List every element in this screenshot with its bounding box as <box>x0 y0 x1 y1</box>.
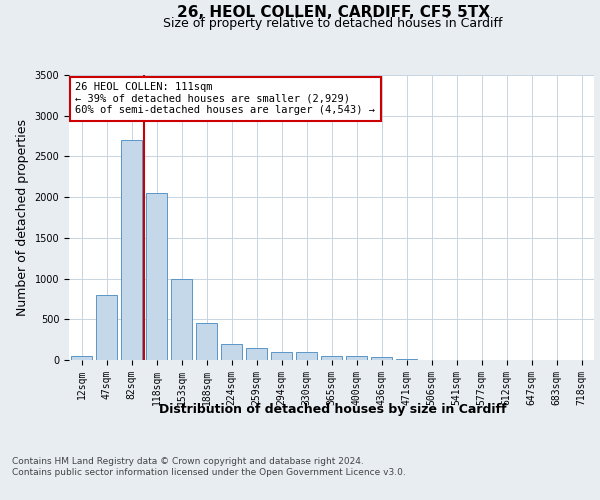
Bar <box>296 352 317 360</box>
Bar <box>396 359 417 360</box>
Bar <box>171 278 192 360</box>
Bar <box>246 348 267 360</box>
Text: Contains HM Land Registry data © Crown copyright and database right 2024.
Contai: Contains HM Land Registry data © Crown c… <box>12 458 406 477</box>
Text: Distribution of detached houses by size in Cardiff: Distribution of detached houses by size … <box>159 402 507 415</box>
Bar <box>221 344 242 360</box>
Bar <box>321 356 342 360</box>
Bar <box>71 356 92 360</box>
Text: 26, HEOL COLLEN, CARDIFF, CF5 5TX: 26, HEOL COLLEN, CARDIFF, CF5 5TX <box>176 5 490 20</box>
Bar <box>146 193 167 360</box>
Y-axis label: Number of detached properties: Number of detached properties <box>16 119 29 316</box>
Bar <box>196 324 217 360</box>
Bar <box>271 352 292 360</box>
Bar <box>371 356 392 360</box>
Bar <box>346 356 367 360</box>
Text: Size of property relative to detached houses in Cardiff: Size of property relative to detached ho… <box>163 18 503 30</box>
Bar <box>96 295 117 360</box>
Text: 26 HEOL COLLEN: 111sqm
← 39% of detached houses are smaller (2,929)
60% of semi-: 26 HEOL COLLEN: 111sqm ← 39% of detached… <box>76 82 376 116</box>
Bar <box>121 140 142 360</box>
